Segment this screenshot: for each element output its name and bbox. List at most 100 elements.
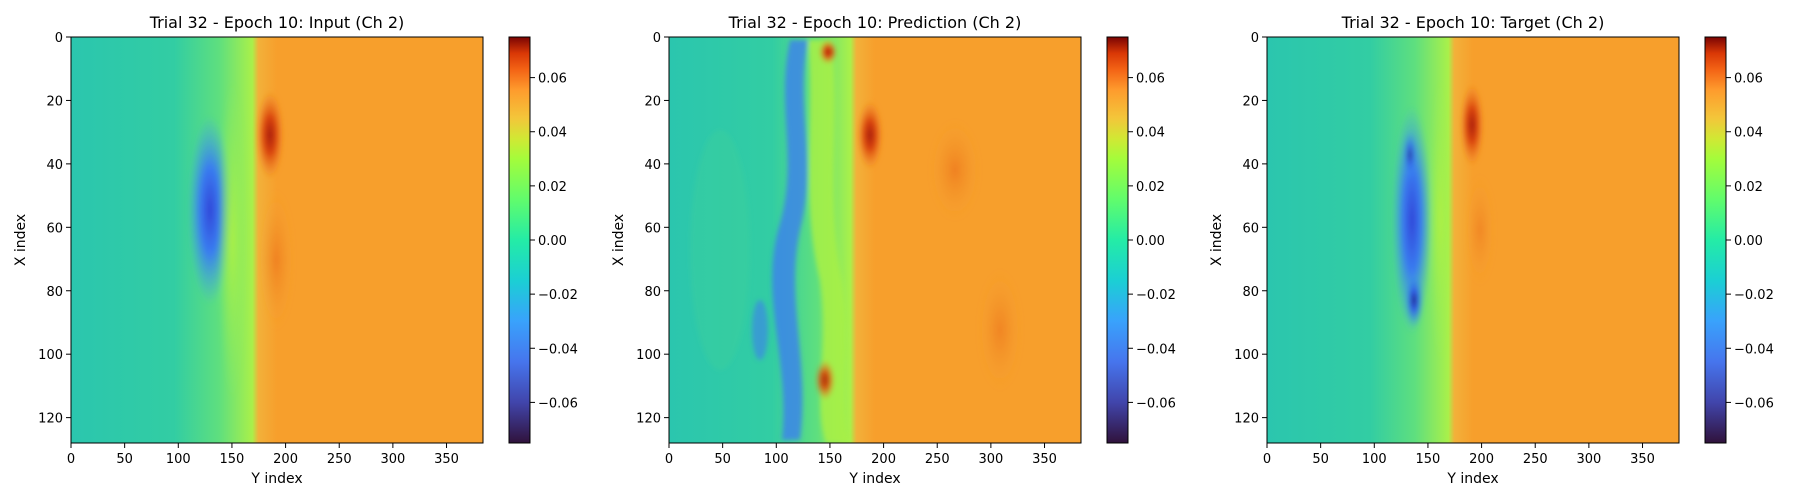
x-tick-label: 250 <box>925 452 950 467</box>
y-tick-label: 100 <box>1234 348 1259 363</box>
negative-streak <box>772 40 808 440</box>
y-tick-label: 40 <box>1242 158 1259 173</box>
colorbar-tick-label: −0.04 <box>538 342 578 357</box>
positive-core <box>857 100 883 170</box>
y-tick-label: 20 <box>644 94 661 109</box>
colorbar-tick-label: 0.00 <box>1136 234 1165 249</box>
axes-frame <box>1266 36 1680 444</box>
x-axis-label: Y index <box>1446 471 1498 487</box>
x-axis: 0 50 100 150 200 250 300 350 <box>1263 443 1655 467</box>
x-tick-label: 250 <box>1523 452 1548 467</box>
y-tick-label: 80 <box>1242 285 1259 300</box>
colorbar-tick-label: −0.02 <box>1136 288 1176 303</box>
heatmap-image <box>71 37 483 443</box>
x-tick-label: 300 <box>1576 452 1601 467</box>
x-axis-label: Y index <box>250 471 302 487</box>
colorbar-tick-label: 0.04 <box>1734 126 1763 141</box>
front-band <box>218 80 246 400</box>
colorbar-tick-label: 0.02 <box>1136 180 1165 195</box>
y-tick-label: 60 <box>46 221 63 236</box>
colorbar-tick-label: 0.06 <box>1734 72 1763 87</box>
y-tick-label: 20 <box>1242 94 1259 109</box>
y-tick-label: 100 <box>38 348 63 363</box>
positive-core <box>1460 83 1484 167</box>
x-axis-label: Y index <box>848 471 900 487</box>
x-tick-label: 0 <box>1263 452 1271 467</box>
y-tick-label: 20 <box>46 94 63 109</box>
y-tick-label: 120 <box>1234 412 1259 427</box>
x-tick-label: 250 <box>327 452 352 467</box>
colorbar-axis: 0.06 0.04 0.02 0.00 −0.02 −0.04 −0.06 <box>1726 72 1774 411</box>
front-band <box>808 40 850 443</box>
x-tick-label: 150 <box>818 452 843 467</box>
colorbar-tick-label: −0.04 <box>1136 342 1176 357</box>
x-tick-label: 0 <box>665 452 673 467</box>
colorbar-tick-label: −0.06 <box>1734 396 1774 411</box>
colorbar-tick-label: 0.00 <box>538 234 567 249</box>
panel-target: Trial 32 - Epoch 10: Target (Ch 2) 0 50 10… <box>1209 13 1774 487</box>
heatmap-image <box>669 37 1081 443</box>
x-tick-label: 100 <box>166 452 191 467</box>
y-tick-label: 80 <box>46 285 63 300</box>
colorbar-tick-label: 0.04 <box>1136 126 1165 141</box>
heatmap-image <box>1267 37 1679 443</box>
colorbar <box>508 36 531 444</box>
chart-title: Trial 32 - Epoch 10: Target (Ch 2) <box>1341 13 1605 32</box>
colorbar-tick-label: 0.04 <box>538 126 567 141</box>
y-tick-label: 60 <box>1242 221 1259 236</box>
x-tick-label: 50 <box>116 452 133 467</box>
colorbar-axis: 0.06 0.04 0.02 0.00 −0.02 −0.04 −0.06 <box>530 72 578 411</box>
positive-core <box>256 90 284 180</box>
colorbar-tick-label: 0.02 <box>538 180 567 195</box>
x-tick-label: 50 <box>1312 452 1329 467</box>
colorbar-tick-label: −0.04 <box>1734 342 1774 357</box>
y-tick-label: 40 <box>644 158 661 173</box>
y-tick-label: 0 <box>653 31 661 46</box>
x-tick-label: 350 <box>434 452 459 467</box>
x-tick-label: 350 <box>1630 452 1655 467</box>
axes-frame <box>668 36 1082 444</box>
x-tick-label: 100 <box>764 452 789 467</box>
x-tick-label: 200 <box>1469 452 1494 467</box>
y-axis-label: X index <box>13 214 29 266</box>
y-axis-label: X index <box>611 214 627 266</box>
x-tick-label: 300 <box>380 452 405 467</box>
x-tick-label: 200 <box>273 452 298 467</box>
colorbar-tick-label: 0.00 <box>1734 234 1763 249</box>
colorbar <box>1106 36 1129 444</box>
colorbar-tick-label: −0.06 <box>538 396 578 411</box>
panel-input: Trial 32 - Epoch 10: Input (Ch 2) 0 50 100… <box>13 13 578 487</box>
chart-title: Trial 32 - Epoch 10: Input (Ch 2) <box>149 13 405 32</box>
x-tick-label: 150 <box>1416 452 1441 467</box>
x-tick-label: 350 <box>1032 452 1057 467</box>
panel-prediction: Trial 32 - Epoch 10: Prediction (Ch 2) 0… <box>611 13 1176 487</box>
y-tick-label: 120 <box>38 412 63 427</box>
y-axis: 0 20 40 60 80 100 120 <box>636 31 669 427</box>
x-axis: 0 50 100 150 200 250 300 350 <box>67 443 459 467</box>
y-tick-label: 0 <box>55 31 63 46</box>
x-tick-label: 0 <box>67 452 75 467</box>
y-axis: 0 20 40 60 80 100 120 <box>1234 31 1267 427</box>
colorbar-tick-label: 0.06 <box>1136 72 1165 87</box>
x-tick-label: 50 <box>714 452 731 467</box>
colorbar-tick-label: 0.06 <box>538 72 567 87</box>
colorbar-tick-label: −0.02 <box>1734 288 1774 303</box>
y-tick-label: 40 <box>46 158 63 173</box>
colorbar <box>1704 36 1727 444</box>
x-axis: 0 50 100 150 200 250 300 350 <box>665 443 1057 467</box>
colorbar-tick-label: −0.02 <box>538 288 578 303</box>
x-tick-label: 100 <box>1362 452 1387 467</box>
y-axis: 0 20 40 60 80 100 120 <box>38 31 71 427</box>
colorbar-tick-label: −0.06 <box>1136 396 1176 411</box>
y-tick-label: 60 <box>644 221 661 236</box>
x-tick-label: 200 <box>871 452 896 467</box>
y-axis-label: X index <box>1209 214 1225 266</box>
front-band <box>1430 80 1450 360</box>
colorbar-tick-label: 0.02 <box>1734 180 1763 195</box>
x-tick-label: 150 <box>220 452 245 467</box>
y-tick-label: 80 <box>644 285 661 300</box>
y-tick-label: 120 <box>636 412 661 427</box>
x-tick-label: 300 <box>978 452 1003 467</box>
y-tick-label: 100 <box>636 348 661 363</box>
